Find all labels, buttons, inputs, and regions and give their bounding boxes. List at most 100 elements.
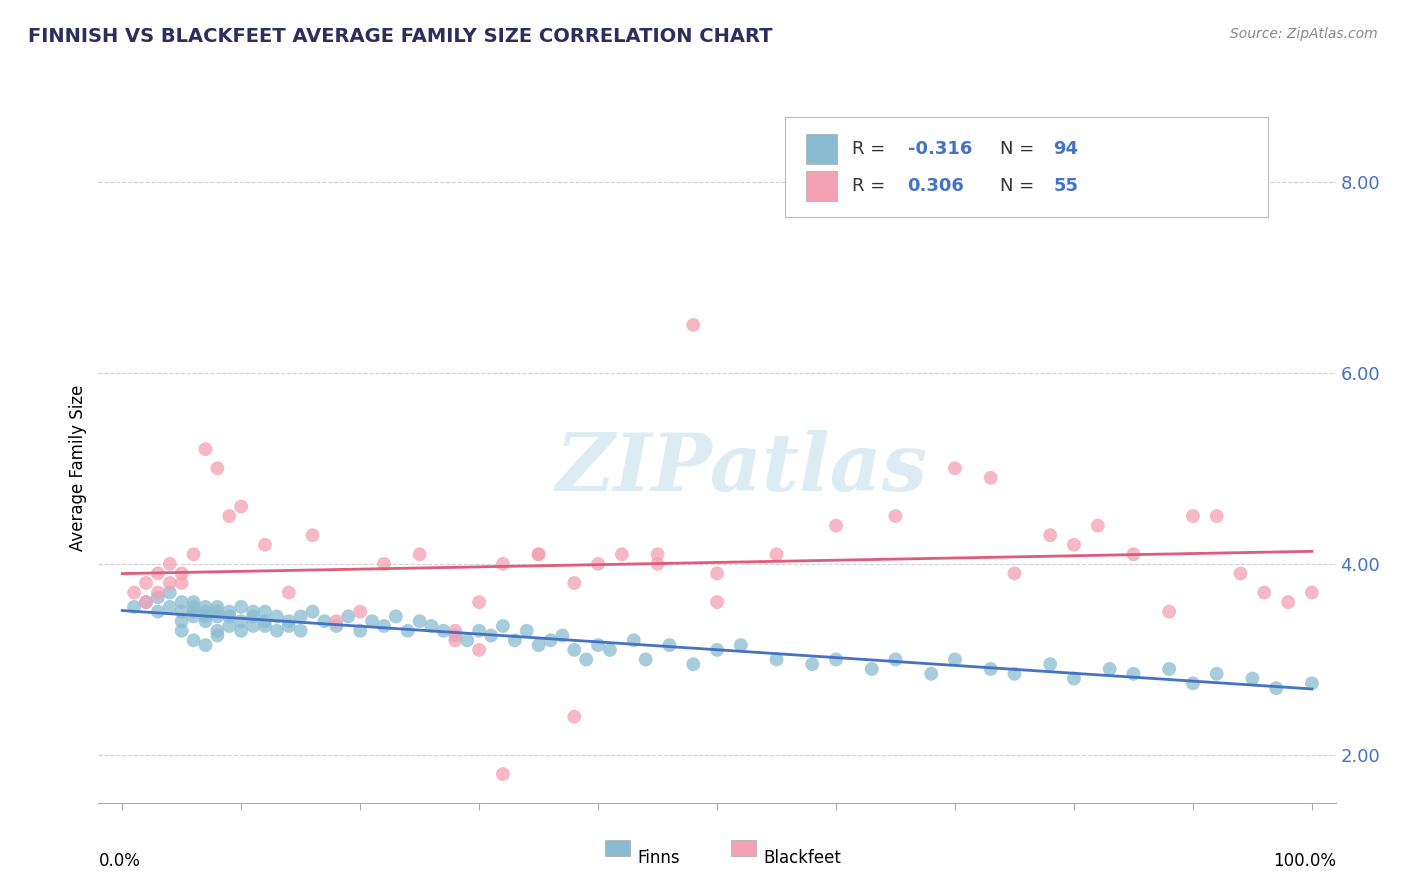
Point (1265, 681, 1288, 695)
Point (1098, 662, 1121, 676)
Point (194, 605, 217, 619)
Text: N =: N = (1001, 140, 1040, 158)
Point (444, 624, 467, 638)
Point (207, 599, 229, 614)
Point (706, 643, 728, 657)
Point (277, 585, 299, 599)
Point (146, 585, 169, 599)
Point (231, 500, 253, 514)
Point (194, 614, 217, 628)
Y-axis label: Average Family Size: Average Family Size (69, 385, 87, 551)
Point (290, 609, 312, 624)
Text: 94: 94 (1053, 140, 1078, 158)
Point (1181, 509, 1204, 524)
Point (277, 619, 299, 633)
Point (623, 633, 645, 648)
Point (301, 528, 323, 542)
Point (432, 624, 454, 638)
Point (349, 605, 371, 619)
Point (647, 557, 669, 571)
Point (1087, 518, 1109, 533)
Point (253, 605, 276, 619)
Point (1004, 566, 1026, 581)
Point (361, 614, 384, 628)
Point (135, 595, 157, 609)
Point (253, 538, 276, 552)
Text: FINNISH VS BLACKFEET AVERAGE FAMILY SIZE CORRELATION CHART: FINNISH VS BLACKFEET AVERAGE FAMILY SIZE… (28, 27, 773, 45)
Point (146, 591, 169, 605)
Text: Finns: Finns (637, 849, 679, 867)
Point (492, 557, 515, 571)
Point (194, 638, 217, 652)
Point (468, 624, 491, 638)
Point (825, 652, 848, 666)
Point (1253, 585, 1275, 599)
Point (682, 318, 704, 332)
Point (562, 643, 585, 657)
FancyBboxPatch shape (785, 117, 1268, 218)
Point (218, 619, 240, 633)
Point (325, 619, 347, 633)
Text: -0.316: -0.316 (908, 140, 972, 158)
Text: 100.0%: 100.0% (1272, 852, 1336, 870)
Point (183, 633, 205, 648)
Point (170, 566, 193, 581)
Point (1301, 676, 1323, 690)
Text: Source: ZipAtlas.com: Source: ZipAtlas.com (1230, 27, 1378, 41)
Point (170, 614, 193, 628)
Point (658, 638, 681, 652)
Point (301, 605, 323, 619)
Point (135, 576, 157, 591)
Point (706, 566, 728, 581)
Point (1241, 672, 1264, 686)
Point (373, 557, 395, 571)
Point (1205, 666, 1227, 681)
Point (207, 605, 229, 619)
Text: 0.0%: 0.0% (98, 852, 141, 870)
Point (492, 767, 515, 781)
Point (194, 609, 217, 624)
Point (943, 652, 966, 666)
Point (920, 666, 942, 681)
Point (634, 652, 657, 666)
Point (801, 657, 824, 672)
Point (373, 619, 395, 633)
Point (1004, 666, 1026, 681)
Point (1159, 662, 1181, 676)
Point (420, 619, 443, 633)
Point (884, 652, 907, 666)
Point (159, 557, 181, 571)
Point (266, 609, 288, 624)
Point (730, 638, 752, 652)
Point (1181, 676, 1204, 690)
Point (408, 547, 430, 561)
Point (1277, 595, 1299, 609)
Point (943, 461, 966, 475)
Point (290, 624, 312, 638)
Point (170, 595, 193, 609)
Point (1063, 538, 1085, 552)
Point (444, 633, 467, 648)
Text: 0.306: 0.306 (908, 177, 965, 194)
Point (456, 633, 478, 648)
Point (444, 629, 467, 643)
Point (527, 547, 550, 561)
Text: R =: R = (852, 177, 891, 194)
Point (146, 605, 169, 619)
Point (682, 657, 704, 672)
Point (170, 605, 193, 619)
Point (408, 614, 430, 628)
Point (170, 576, 193, 591)
Point (1301, 585, 1323, 599)
Point (479, 629, 502, 643)
Point (980, 662, 1002, 676)
Point (337, 609, 360, 624)
Point (146, 566, 169, 581)
Point (242, 619, 264, 633)
Point (468, 595, 491, 609)
Point (207, 609, 229, 624)
Point (527, 638, 550, 652)
Point (516, 624, 538, 638)
Point (231, 614, 253, 628)
Point (825, 518, 848, 533)
